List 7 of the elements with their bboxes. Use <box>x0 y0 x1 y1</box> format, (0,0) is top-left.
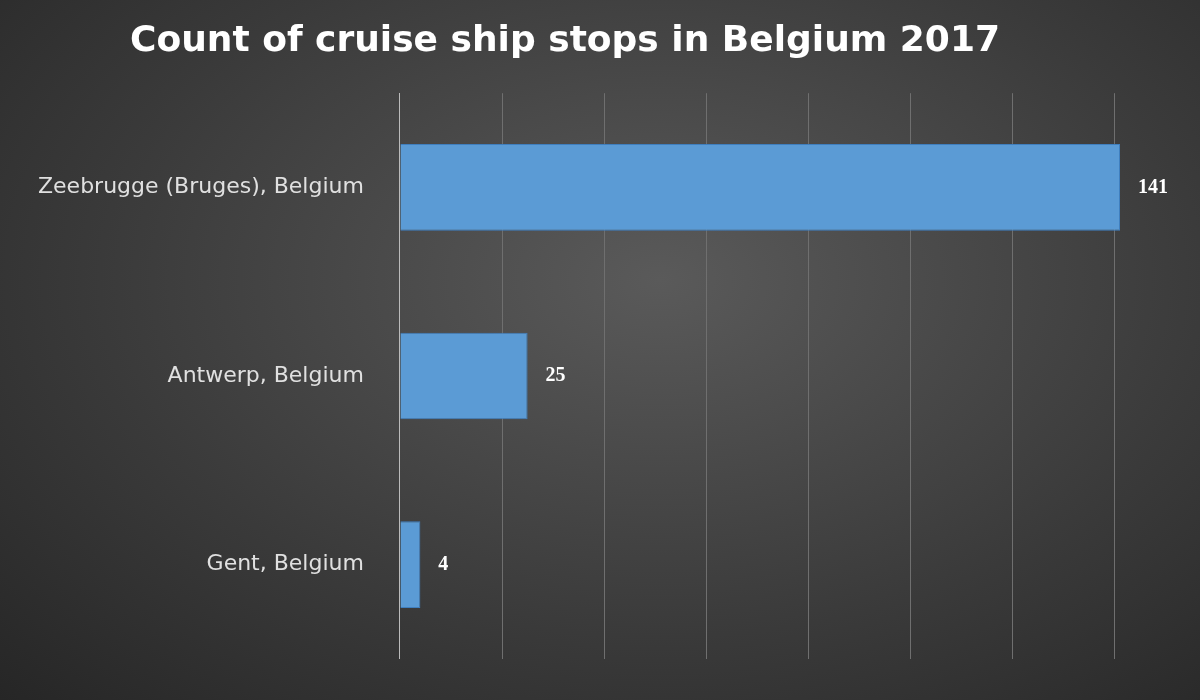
y-tick-label: Gent, Belgium <box>206 550 364 576</box>
y-tick-label: Zeebrugge (Bruges), Belgium <box>37 173 364 199</box>
data-label: 25 <box>545 363 566 386</box>
data-label: 141 <box>1138 174 1168 197</box>
data-label: 4 <box>438 551 449 574</box>
chart-title: Count of cruise ship stops in Belgium 2017 <box>130 17 1000 59</box>
y-tick-label: Antwerp, Belgium <box>167 361 364 387</box>
